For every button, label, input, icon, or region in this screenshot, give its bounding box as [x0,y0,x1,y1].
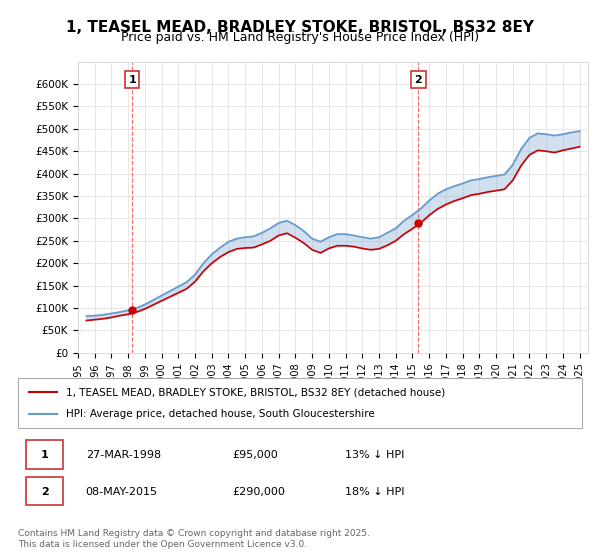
FancyBboxPatch shape [18,378,582,428]
Text: 1, TEASEL MEAD, BRADLEY STOKE, BRISTOL, BS32 8EY (detached house): 1, TEASEL MEAD, BRADLEY STOKE, BRISTOL, … [66,387,445,397]
Text: Contains HM Land Registry data © Crown copyright and database right 2025.
This d: Contains HM Land Registry data © Crown c… [18,529,370,549]
Text: 13% ↓ HPI: 13% ↓ HPI [345,450,404,460]
Text: 08-MAY-2015: 08-MAY-2015 [86,487,158,497]
Text: HPI: Average price, detached house, South Gloucestershire: HPI: Average price, detached house, Sout… [66,409,374,419]
Text: 1: 1 [41,450,49,460]
Text: 1: 1 [128,74,136,85]
Text: £95,000: £95,000 [232,450,278,460]
Text: 27-MAR-1998: 27-MAR-1998 [86,450,161,460]
Text: 18% ↓ HPI: 18% ↓ HPI [345,487,404,497]
Text: Price paid vs. HM Land Registry's House Price Index (HPI): Price paid vs. HM Land Registry's House … [121,31,479,44]
Text: £290,000: £290,000 [232,487,285,497]
FancyBboxPatch shape [26,477,63,506]
Text: 2: 2 [41,487,49,497]
Text: 2: 2 [415,74,422,85]
Text: 1, TEASEL MEAD, BRADLEY STOKE, BRISTOL, BS32 8EY: 1, TEASEL MEAD, BRADLEY STOKE, BRISTOL, … [66,20,534,35]
FancyBboxPatch shape [26,441,63,469]
